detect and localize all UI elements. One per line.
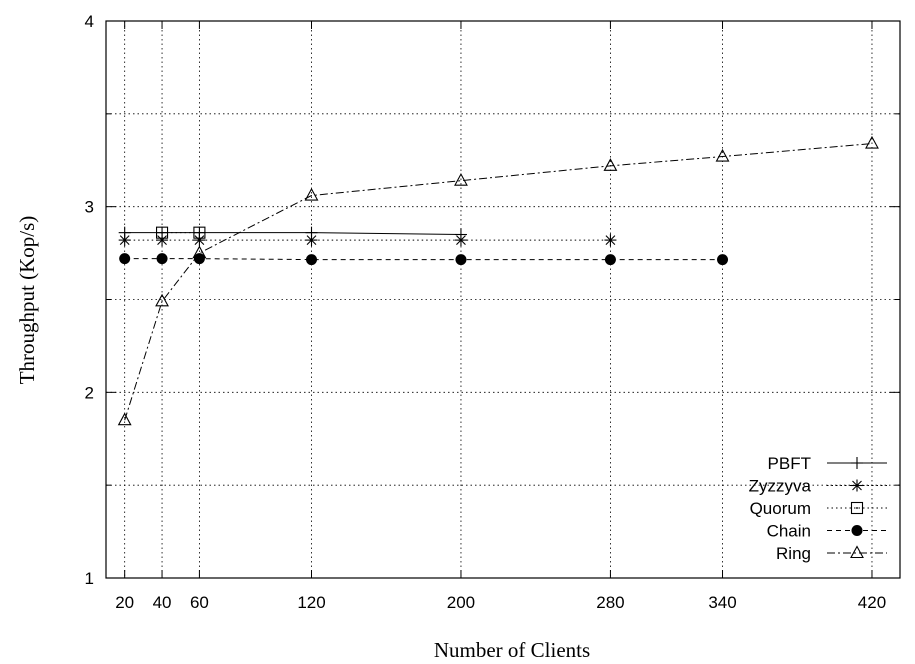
- series-zyzzyva: [118, 234, 617, 247]
- chain-point: [156, 253, 168, 265]
- zyzzyva-point: [305, 234, 318, 247]
- ring-point: [192, 245, 207, 259]
- zyzzyva-point: [193, 234, 206, 247]
- series: [117, 135, 879, 426]
- x-tick-label: 120: [297, 593, 325, 612]
- zyzzyva-point: [604, 234, 617, 247]
- ring-point: [117, 412, 132, 426]
- legend-item-pbft: PBFT: [768, 454, 887, 473]
- x-tick-label: 420: [858, 593, 886, 612]
- legend-marker-chain: [851, 525, 863, 536]
- ring-line: [124, 143, 873, 421]
- quorum-point: [193, 226, 206, 239]
- legend-marker-ring: [850, 545, 864, 559]
- chain-point: [604, 254, 616, 266]
- x-tick-label: 40: [153, 593, 172, 612]
- y-tick-label: 3: [85, 198, 94, 217]
- x-tick-label: 280: [596, 593, 624, 612]
- pbft-line: [124, 232, 461, 236]
- ring-point: [865, 135, 879, 149]
- legend-item-quorum: Quorum: [750, 499, 887, 518]
- y-tick-label: 1: [85, 569, 94, 588]
- ring-point: [603, 158, 618, 171]
- zyzzyva-point: [118, 234, 131, 247]
- legend-label-ring: Ring: [776, 544, 811, 563]
- x-tick-label: 200: [447, 593, 475, 612]
- chain-point: [717, 254, 729, 266]
- legend-item-ring: Ring: [776, 544, 887, 563]
- legend-item-zyzzyva: Zyzzyva: [749, 477, 887, 496]
- ring-point: [454, 173, 468, 186]
- series-ring: [117, 135, 879, 426]
- x-tick-label: 60: [190, 593, 209, 612]
- ring-point: [155, 293, 169, 307]
- chain-point: [119, 253, 131, 265]
- plot-frame: [105, 20, 901, 579]
- y-axis-title: Throughput (Kop/s): [15, 216, 39, 385]
- quorum-point: [155, 226, 169, 239]
- legend-item-chain: Chain: [767, 522, 887, 541]
- zyzzyva-point: [156, 234, 169, 247]
- chain-point: [455, 254, 467, 266]
- legend-label-quorum: Quorum: [750, 499, 811, 518]
- legend-label-pbft: PBFT: [768, 454, 811, 473]
- series-quorum: [155, 226, 206, 239]
- legend-marker-pbft: [851, 457, 863, 469]
- legend: PBFT Zyzzyva Quorum Chain Ring: [749, 454, 887, 563]
- series-pbft: [118, 226, 467, 241]
- ring-point: [715, 148, 730, 162]
- x-tick-label: 20: [115, 593, 134, 612]
- zyzzyva-point: [454, 234, 467, 247]
- ring-point: [304, 187, 319, 201]
- legend-marker-quorum: [850, 501, 864, 515]
- axis-ticks: 20 40 60 120 200 280 340 420 1 2 3 4: [85, 12, 900, 612]
- chain-line: [124, 258, 723, 261]
- legend-marker-zyzzyva: [851, 479, 863, 492]
- legend-label-chain: Chain: [767, 522, 811, 541]
- x-tick-label: 340: [708, 593, 736, 612]
- series-chain: [119, 253, 729, 266]
- legend-label-zyzzyva: Zyzzyva: [749, 477, 812, 496]
- y-tick-label: 2: [85, 383, 94, 402]
- chain-point: [306, 254, 318, 266]
- x-axis-title: Number of Clients: [434, 638, 590, 662]
- y-tick-label: 4: [85, 12, 94, 31]
